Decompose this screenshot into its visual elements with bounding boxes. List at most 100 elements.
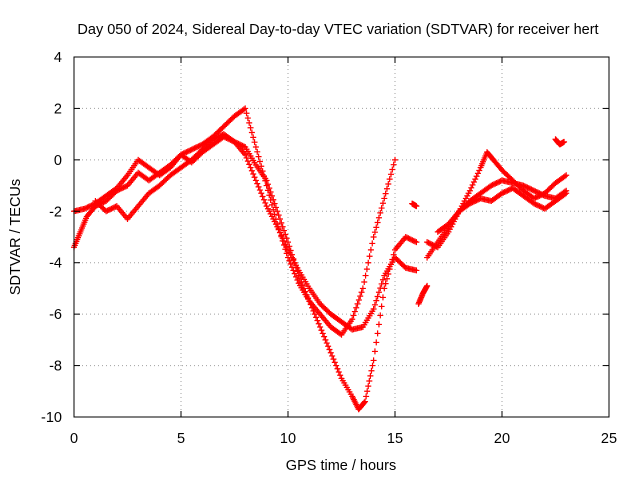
data-point (119, 185, 126, 192)
data-point (466, 187, 473, 194)
data-point (528, 186, 535, 193)
data-point (533, 189, 540, 195)
data-point (264, 181, 271, 188)
data-point (374, 219, 381, 226)
data-point (501, 189, 508, 195)
data-point (270, 196, 277, 203)
data-point (523, 183, 530, 190)
data-point (377, 312, 384, 319)
data-point (194, 144, 201, 150)
data-point (333, 362, 340, 369)
data-point (259, 193, 266, 200)
data-point (504, 187, 511, 194)
data-point (244, 115, 251, 122)
data-point (305, 295, 312, 302)
data-point (278, 232, 285, 239)
data-point (275, 212, 282, 219)
data-point (255, 153, 262, 160)
data-point (268, 192, 275, 199)
data-point (256, 158, 263, 165)
data-point (286, 243, 293, 250)
data-point (306, 298, 313, 305)
x-tick-label: 5 (177, 431, 185, 447)
data-point (367, 372, 374, 379)
data-point (425, 239, 432, 246)
data-point (120, 184, 127, 191)
data-point (355, 297, 362, 303)
data-point (466, 200, 473, 207)
data-points (71, 105, 570, 413)
data-point (426, 240, 433, 247)
data-point (212, 135, 219, 141)
data-point (330, 356, 337, 363)
data-point (354, 300, 361, 307)
data-point (429, 241, 436, 248)
data-point (413, 203, 420, 210)
data-point (521, 183, 528, 190)
data-point (295, 272, 302, 279)
data-point (386, 176, 393, 183)
data-point (188, 146, 195, 153)
data-point (210, 136, 217, 143)
data-point (499, 190, 505, 197)
data-point (283, 250, 290, 257)
data-point (383, 275, 390, 282)
data-point (520, 182, 527, 189)
data-point (365, 259, 372, 266)
data-point (244, 158, 251, 165)
data-point (374, 330, 381, 337)
data-point (367, 246, 374, 253)
data-point (379, 200, 386, 207)
series-6 (434, 185, 570, 235)
x-tick-label: 20 (494, 431, 510, 447)
x-tick-label: 10 (280, 431, 296, 447)
data-point (309, 304, 316, 311)
data-point (381, 195, 388, 202)
data-point (263, 177, 270, 184)
data-point (424, 282, 431, 289)
data-point (532, 201, 539, 208)
series-2 (71, 133, 420, 413)
data-point (378, 205, 385, 212)
data-point (413, 239, 420, 246)
data-point (362, 272, 369, 279)
data-point (195, 143, 202, 150)
data-point (474, 170, 481, 177)
data-point (255, 183, 262, 190)
data-point (337, 372, 344, 379)
data-point (190, 145, 197, 152)
y-tick-label: -8 (49, 359, 62, 375)
data-point (247, 164, 254, 171)
data-point (105, 207, 112, 213)
data-point (369, 240, 376, 247)
data-point (368, 367, 375, 374)
data-point (373, 339, 380, 346)
x-axis-label: GPS time / hours (286, 458, 396, 474)
data-point (258, 190, 265, 197)
data-point (379, 276, 386, 283)
data-point (326, 346, 333, 353)
data-point (81, 205, 88, 212)
y-tick-label: 0 (54, 153, 62, 169)
data-point (252, 177, 259, 184)
data-point (276, 229, 283, 236)
data-point (262, 199, 269, 206)
data-point (361, 279, 368, 285)
data-point (307, 301, 314, 308)
data-point (211, 135, 218, 142)
data-point (474, 196, 481, 203)
data-point (370, 306, 377, 312)
data-point (413, 267, 420, 274)
data-point (469, 181, 476, 188)
data-point (84, 204, 91, 211)
data-point (242, 105, 249, 112)
data-point (311, 311, 318, 318)
data-point (529, 187, 536, 194)
data-point (428, 241, 435, 248)
data-point (299, 282, 306, 289)
data-point (246, 161, 253, 168)
data-point (363, 393, 370, 400)
data-point (252, 144, 259, 150)
data-point (196, 142, 203, 149)
data-point (334, 365, 341, 372)
